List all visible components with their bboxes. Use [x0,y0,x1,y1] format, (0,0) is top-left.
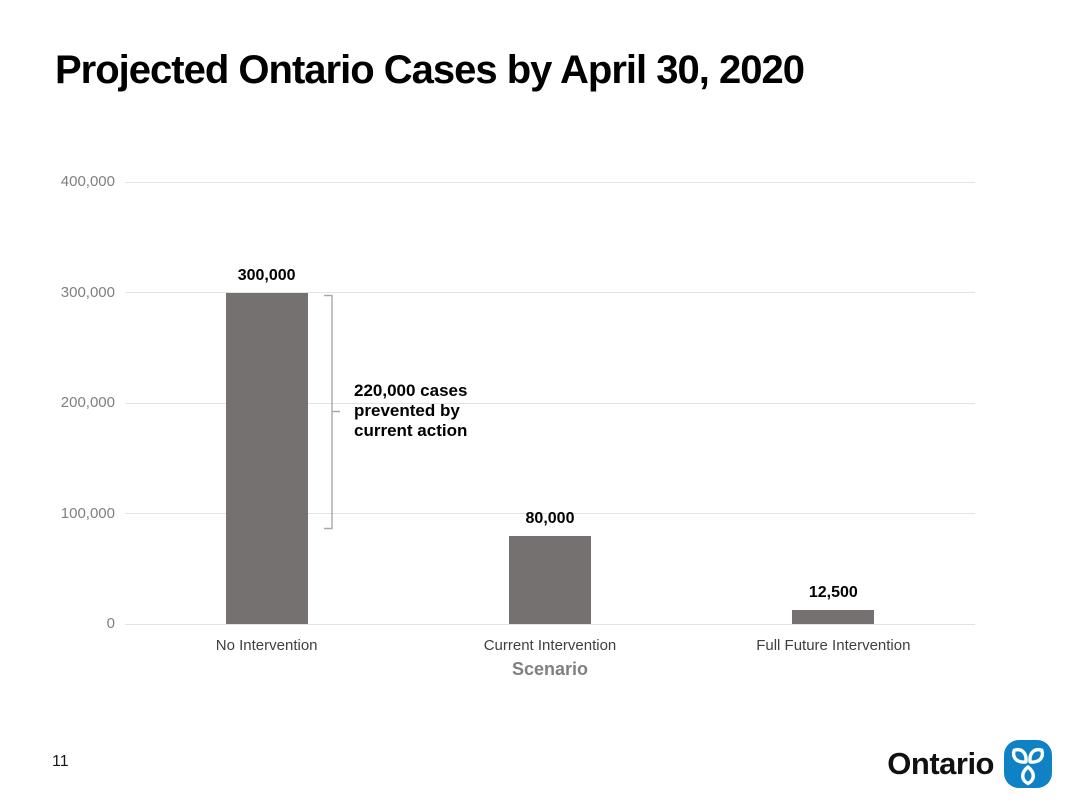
page-number: 11 [52,753,69,770]
y-tick-label: 200,000 [60,394,115,411]
x-category-label: Current Intervention [483,637,617,654]
gridline [125,623,975,625]
annotation-callout: 220,000 cases prevented by current actio… [354,381,467,441]
gridline [125,181,975,183]
ontario-logo-text: Ontario [887,746,994,781]
gridline [125,513,975,514]
slide-title: Projected Ontario Cases by April 30, 202… [55,48,805,92]
annotation-line: prevented by [354,401,460,420]
plot-area: 0 100,000 200,000 300,000 400,000 300,000 No I… [61,173,975,654]
bar-value-label: 300,000 [237,266,296,284]
gridline [125,402,975,404]
annotation-line: 220,000 cases [354,381,468,400]
y-tick-label: 400,000 [60,173,115,190]
y-tick-label: 100,000 [60,504,115,522]
bar-value-label: 80,000 [525,509,575,527]
annotation-line: current action [354,421,468,440]
bar [509,535,591,624]
range-bracket [324,294,340,530]
x-axis-title: Scenario [511,659,589,679]
trillium-icon [1004,740,1052,788]
x-category-label: No Intervention [215,637,318,654]
bar-value-label: 12,500 [808,584,858,602]
bar [225,292,308,624]
y-tick-label: 300,000 [60,283,115,301]
bar [792,610,875,624]
ontario-logo: Ontario [887,738,1052,790]
gridline [125,292,975,293]
x-category-label: Full Future Intervention [756,637,911,654]
y-tick-label: 0 [106,615,115,632]
